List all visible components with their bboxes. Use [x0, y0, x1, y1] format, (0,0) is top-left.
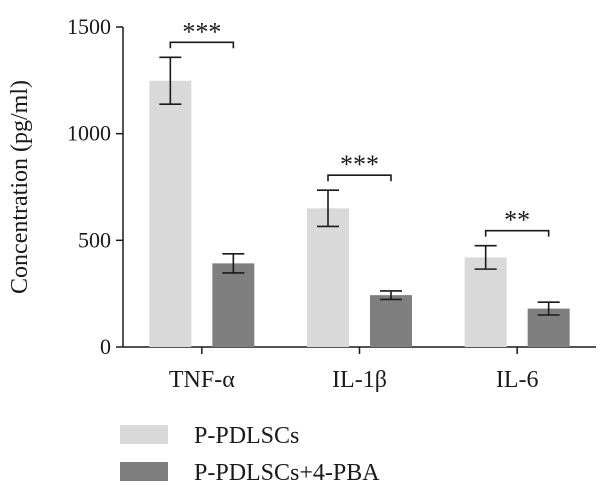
y-tick-label: 0 — [100, 334, 111, 359]
axes: 0 500 1000 1500 Concentration (pg/ml) TNF-α IL… — [7, 14, 596, 393]
legend-swatch — [120, 462, 168, 481]
legend-label: P-PDLSCs+4-PBA — [194, 460, 380, 486]
significance-label: *** — [340, 150, 379, 179]
bar-p-pdlscs — [464, 257, 507, 347]
significance-marks: ******** — [169, 17, 550, 237]
bar-p-pdlscs-4pba — [370, 295, 412, 347]
y-tick-label: 500 — [78, 227, 111, 252]
significance-bracket — [484, 229, 550, 237]
bar-p-pdlscs — [149, 80, 192, 347]
significance-label: ** — [504, 206, 530, 235]
bars — [149, 56, 570, 347]
legend-label: P-PDLSCs — [194, 423, 299, 449]
significance-bracket — [327, 174, 392, 182]
legend: P-PDLSCs P-PDLSCs+4-PBA — [120, 423, 380, 486]
legend-swatch — [120, 425, 168, 444]
x-tick-label: IL-6 — [496, 367, 539, 393]
x-tick-label: TNF-α — [169, 367, 235, 393]
significance-label: *** — [182, 17, 221, 46]
y-tick-label: 1500 — [67, 14, 111, 39]
y-axis-label: Concentration (pg/ml) — [7, 80, 33, 294]
significance-bracket — [169, 41, 235, 49]
x-tick-label: IL-1β — [332, 367, 387, 393]
bar-p-pdlscs-4pba — [212, 263, 255, 347]
bar-p-pdlscs — [307, 208, 349, 347]
y-tick-label: 1000 — [67, 121, 111, 146]
